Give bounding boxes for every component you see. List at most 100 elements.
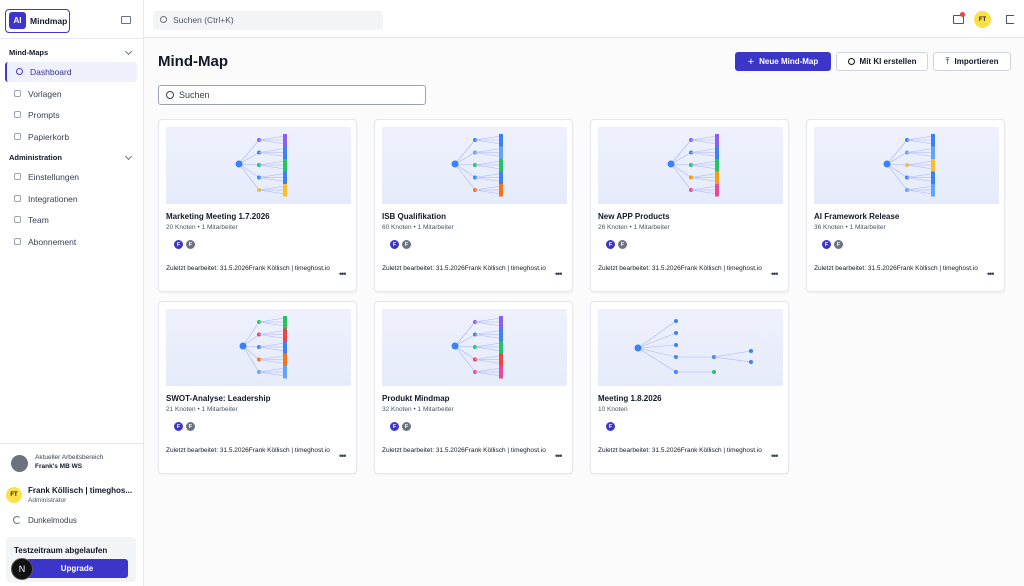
thumbnail (166, 127, 351, 204)
nav-label: Integrationen (28, 193, 78, 204)
edge (474, 355, 502, 360)
collaborator-avatar: F (833, 239, 844, 250)
collapse-icon[interactable] (121, 16, 131, 24)
node (674, 343, 678, 347)
mindmap-card[interactable]: Produkt Mindmap 32 Knoten • 1 Mitarbeiter… (374, 301, 573, 474)
nav-icon (14, 173, 21, 180)
edge (906, 148, 934, 153)
card-menu[interactable]: ••• (987, 269, 995, 279)
mindmap-card[interactable]: ISB Qualifikation 60 Knoten • 1 Mitarbeit… (374, 119, 573, 292)
collaborator-avatar: F (389, 239, 400, 250)
search-placeholder: Suchen (Ctrl+K) (173, 15, 234, 25)
workspace-name[interactable]: Frank's MB WS (35, 463, 83, 470)
card-menu[interactable]: ••• (339, 269, 347, 279)
mindmap-card[interactable]: AI Framework Release 36 Knoten • 1 Mitarb… (806, 119, 1005, 292)
nav-item[interactable]: Integrationen (5, 189, 137, 209)
branch-bar (283, 146, 287, 159)
branch-bar (715, 171, 719, 184)
edge (454, 321, 476, 347)
edge (690, 152, 718, 157)
logout-icon[interactable] (1006, 15, 1014, 24)
upgrade-button[interactable]: Upgrade (26, 559, 128, 578)
user-name[interactable]: Frank Köllisch | timeghos... (28, 486, 133, 495)
card-menu[interactable]: ••• (555, 269, 563, 279)
edge (886, 152, 908, 165)
import-button[interactable]: ⤒ Importieren (933, 52, 1011, 71)
edge (886, 139, 908, 165)
card-title: Marketing Meeting 1.7.2026 (166, 212, 270, 221)
edge (258, 152, 286, 157)
edge (906, 173, 934, 178)
node (667, 160, 675, 168)
edge (258, 342, 286, 348)
nav-item[interactable]: Dashboard (5, 62, 137, 82)
edge (454, 152, 476, 165)
card-menu[interactable]: ••• (771, 269, 779, 279)
nav-item[interactable]: Prompts (5, 105, 137, 125)
branch-bar (931, 134, 935, 147)
collaborator-avatar: F (821, 239, 832, 250)
collaborator-avatar: F (401, 421, 412, 432)
card-menu[interactable]: ••• (555, 451, 563, 461)
badge[interactable]: N (11, 558, 33, 580)
thumbnail (382, 127, 567, 204)
branch-bar (283, 341, 287, 354)
edge (258, 371, 286, 377)
thumbnail (166, 309, 351, 386)
nav-icon (14, 89, 21, 97)
edge (454, 163, 476, 178)
card-edited: Zuletzt bearbeitet: 31.5.2026Frank Kölli… (814, 265, 978, 272)
edge (886, 163, 908, 178)
edge (690, 164, 718, 170)
mindmap-card[interactable]: Meeting 1.8.2026 10 Knoten F Zuletzt bearbe… (590, 301, 789, 474)
edge (670, 163, 692, 178)
nav-item[interactable]: Papierkorb (5, 127, 137, 147)
mindmap-card[interactable]: New APP Products 26 Knoten • 1 Mitarbeite… (590, 119, 789, 292)
logo-box[interactable]: AI Mindmap (5, 9, 70, 33)
ai-create-button[interactable]: Mit KI erstellen (836, 52, 928, 71)
edge (474, 371, 502, 377)
edge (258, 185, 286, 191)
branch-bar (931, 184, 935, 197)
branch-bar (283, 159, 287, 172)
card-menu[interactable]: ••• (339, 451, 347, 461)
moon-icon (13, 516, 21, 524)
edge (474, 148, 502, 153)
user-avatar: FT (6, 487, 22, 503)
dark-mode-toggle[interactable]: Dunkelmodus (28, 516, 77, 525)
nav-item[interactable]: Abonnement (5, 232, 137, 252)
edge (474, 367, 502, 373)
nav-item[interactable]: Team (5, 210, 137, 230)
notifications-icon[interactable] (953, 15, 964, 24)
mindmap-card[interactable]: SWOT-Analyse: Leadership 21 Knoten • 1 Mi… (158, 301, 357, 474)
card-title: SWOT-Analyse: Leadership (166, 394, 271, 403)
new-mindmap-button[interactable]: + Neue Mind-Map (735, 52, 831, 71)
edge (258, 359, 286, 364)
app-name: Mindmap (30, 16, 68, 26)
edge (474, 321, 502, 327)
edge (474, 189, 502, 195)
edge (474, 139, 502, 145)
branch-bar (283, 184, 287, 197)
edge (474, 152, 502, 157)
edge (637, 332, 677, 349)
topbar-avatar[interactable]: FT (974, 11, 991, 28)
nav-item[interactable]: Vorlagen (5, 84, 137, 104)
card-menu[interactable]: ••• (771, 451, 779, 461)
node (749, 349, 753, 353)
mindmap-card[interactable]: Marketing Meeting 1.7.2026 20 Knoten • 1 … (158, 119, 357, 292)
global-search[interactable]: Suchen (Ctrl+K) (153, 11, 383, 30)
collaborator-avatar: F (173, 421, 184, 432)
thumbnail (382, 309, 567, 386)
edge (474, 185, 502, 191)
edge (713, 356, 752, 363)
edge (238, 139, 260, 165)
edge (637, 347, 677, 358)
edge (474, 346, 502, 352)
card-search[interactable]: Suchen (158, 85, 426, 105)
branch-bar (499, 184, 503, 197)
user-role: Administrator (28, 497, 67, 504)
edge (258, 355, 286, 360)
nav-item[interactable]: Einstellungen (5, 167, 137, 187)
